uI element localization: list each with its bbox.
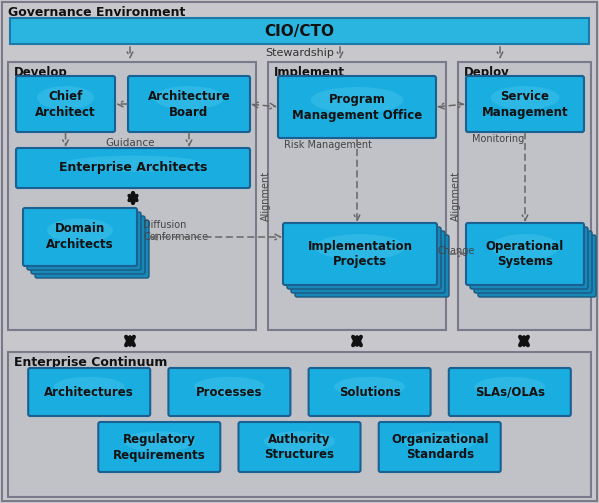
FancyBboxPatch shape (287, 227, 441, 289)
Text: Program
Management Office: Program Management Office (292, 93, 422, 122)
Text: Service
Management: Service Management (482, 90, 568, 119)
FancyBboxPatch shape (16, 76, 115, 132)
Ellipse shape (264, 431, 335, 452)
FancyBboxPatch shape (16, 148, 250, 188)
Text: CIO/CTO: CIO/CTO (265, 24, 334, 39)
FancyBboxPatch shape (379, 422, 501, 472)
Text: Develop: Develop (14, 66, 68, 79)
FancyBboxPatch shape (466, 76, 584, 132)
Bar (458, 62, 591, 330)
Text: Organizational
Standards: Organizational Standards (391, 433, 488, 461)
Text: Operational
Systems: Operational Systems (486, 239, 564, 269)
Text: Architecture
Board: Architecture Board (147, 90, 231, 119)
Text: Enterprise Architects: Enterprise Architects (59, 161, 207, 175)
Ellipse shape (194, 377, 265, 397)
FancyBboxPatch shape (31, 216, 145, 274)
Text: Governance Environment: Governance Environment (8, 6, 185, 19)
Ellipse shape (491, 234, 559, 260)
FancyBboxPatch shape (283, 223, 437, 285)
Text: Chief
Architect: Chief Architect (35, 90, 96, 119)
FancyBboxPatch shape (168, 368, 291, 416)
FancyBboxPatch shape (238, 422, 361, 472)
Text: SLAs/OLAs: SLAs/OLAs (475, 385, 545, 398)
FancyBboxPatch shape (35, 220, 149, 278)
FancyBboxPatch shape (478, 235, 596, 297)
Text: Domain
Architects: Domain Architects (46, 222, 114, 252)
Text: Risk Management: Risk Management (284, 140, 372, 150)
FancyBboxPatch shape (278, 76, 436, 138)
FancyBboxPatch shape (128, 76, 250, 132)
Ellipse shape (404, 431, 475, 452)
FancyBboxPatch shape (27, 212, 141, 270)
Ellipse shape (474, 377, 545, 397)
Text: Processes: Processes (196, 385, 262, 398)
Ellipse shape (491, 86, 559, 110)
Text: Conformance: Conformance (143, 232, 208, 242)
Text: Guidance: Guidance (105, 138, 155, 148)
Text: Regulatory
Requirements: Regulatory Requirements (113, 433, 205, 461)
Ellipse shape (37, 86, 94, 110)
FancyBboxPatch shape (291, 231, 445, 293)
FancyBboxPatch shape (295, 235, 449, 297)
FancyBboxPatch shape (466, 223, 584, 285)
FancyBboxPatch shape (308, 368, 431, 416)
Ellipse shape (124, 431, 195, 452)
FancyBboxPatch shape (474, 231, 592, 293)
Ellipse shape (54, 377, 125, 397)
Bar (8, 62, 256, 330)
FancyBboxPatch shape (98, 422, 220, 472)
Ellipse shape (315, 234, 405, 260)
Ellipse shape (153, 86, 225, 110)
Bar (8, 352, 591, 497)
FancyBboxPatch shape (449, 368, 571, 416)
Ellipse shape (64, 155, 202, 172)
Ellipse shape (47, 218, 113, 242)
Text: Implement: Implement (274, 66, 345, 79)
Bar (268, 62, 446, 330)
Text: Change: Change (437, 246, 474, 256)
FancyBboxPatch shape (10, 18, 589, 44)
Text: Alignment: Alignment (261, 171, 271, 221)
Text: Diffusion: Diffusion (143, 220, 186, 230)
Text: Monitoring: Monitoring (472, 134, 524, 144)
Text: Enterprise Continuum: Enterprise Continuum (14, 356, 167, 369)
FancyBboxPatch shape (23, 208, 137, 266)
Ellipse shape (311, 87, 403, 113)
Text: Alignment: Alignment (451, 171, 461, 221)
Text: Stewardship: Stewardship (265, 48, 334, 58)
Text: Authority
Structures: Authority Structures (265, 433, 334, 461)
Text: Architectures: Architectures (44, 385, 134, 398)
Ellipse shape (334, 377, 405, 397)
Text: Deploy: Deploy (464, 66, 510, 79)
Text: Implementation
Projects: Implementation Projects (307, 239, 413, 269)
Text: Solutions: Solutions (338, 385, 401, 398)
FancyBboxPatch shape (470, 227, 588, 289)
FancyBboxPatch shape (28, 368, 150, 416)
